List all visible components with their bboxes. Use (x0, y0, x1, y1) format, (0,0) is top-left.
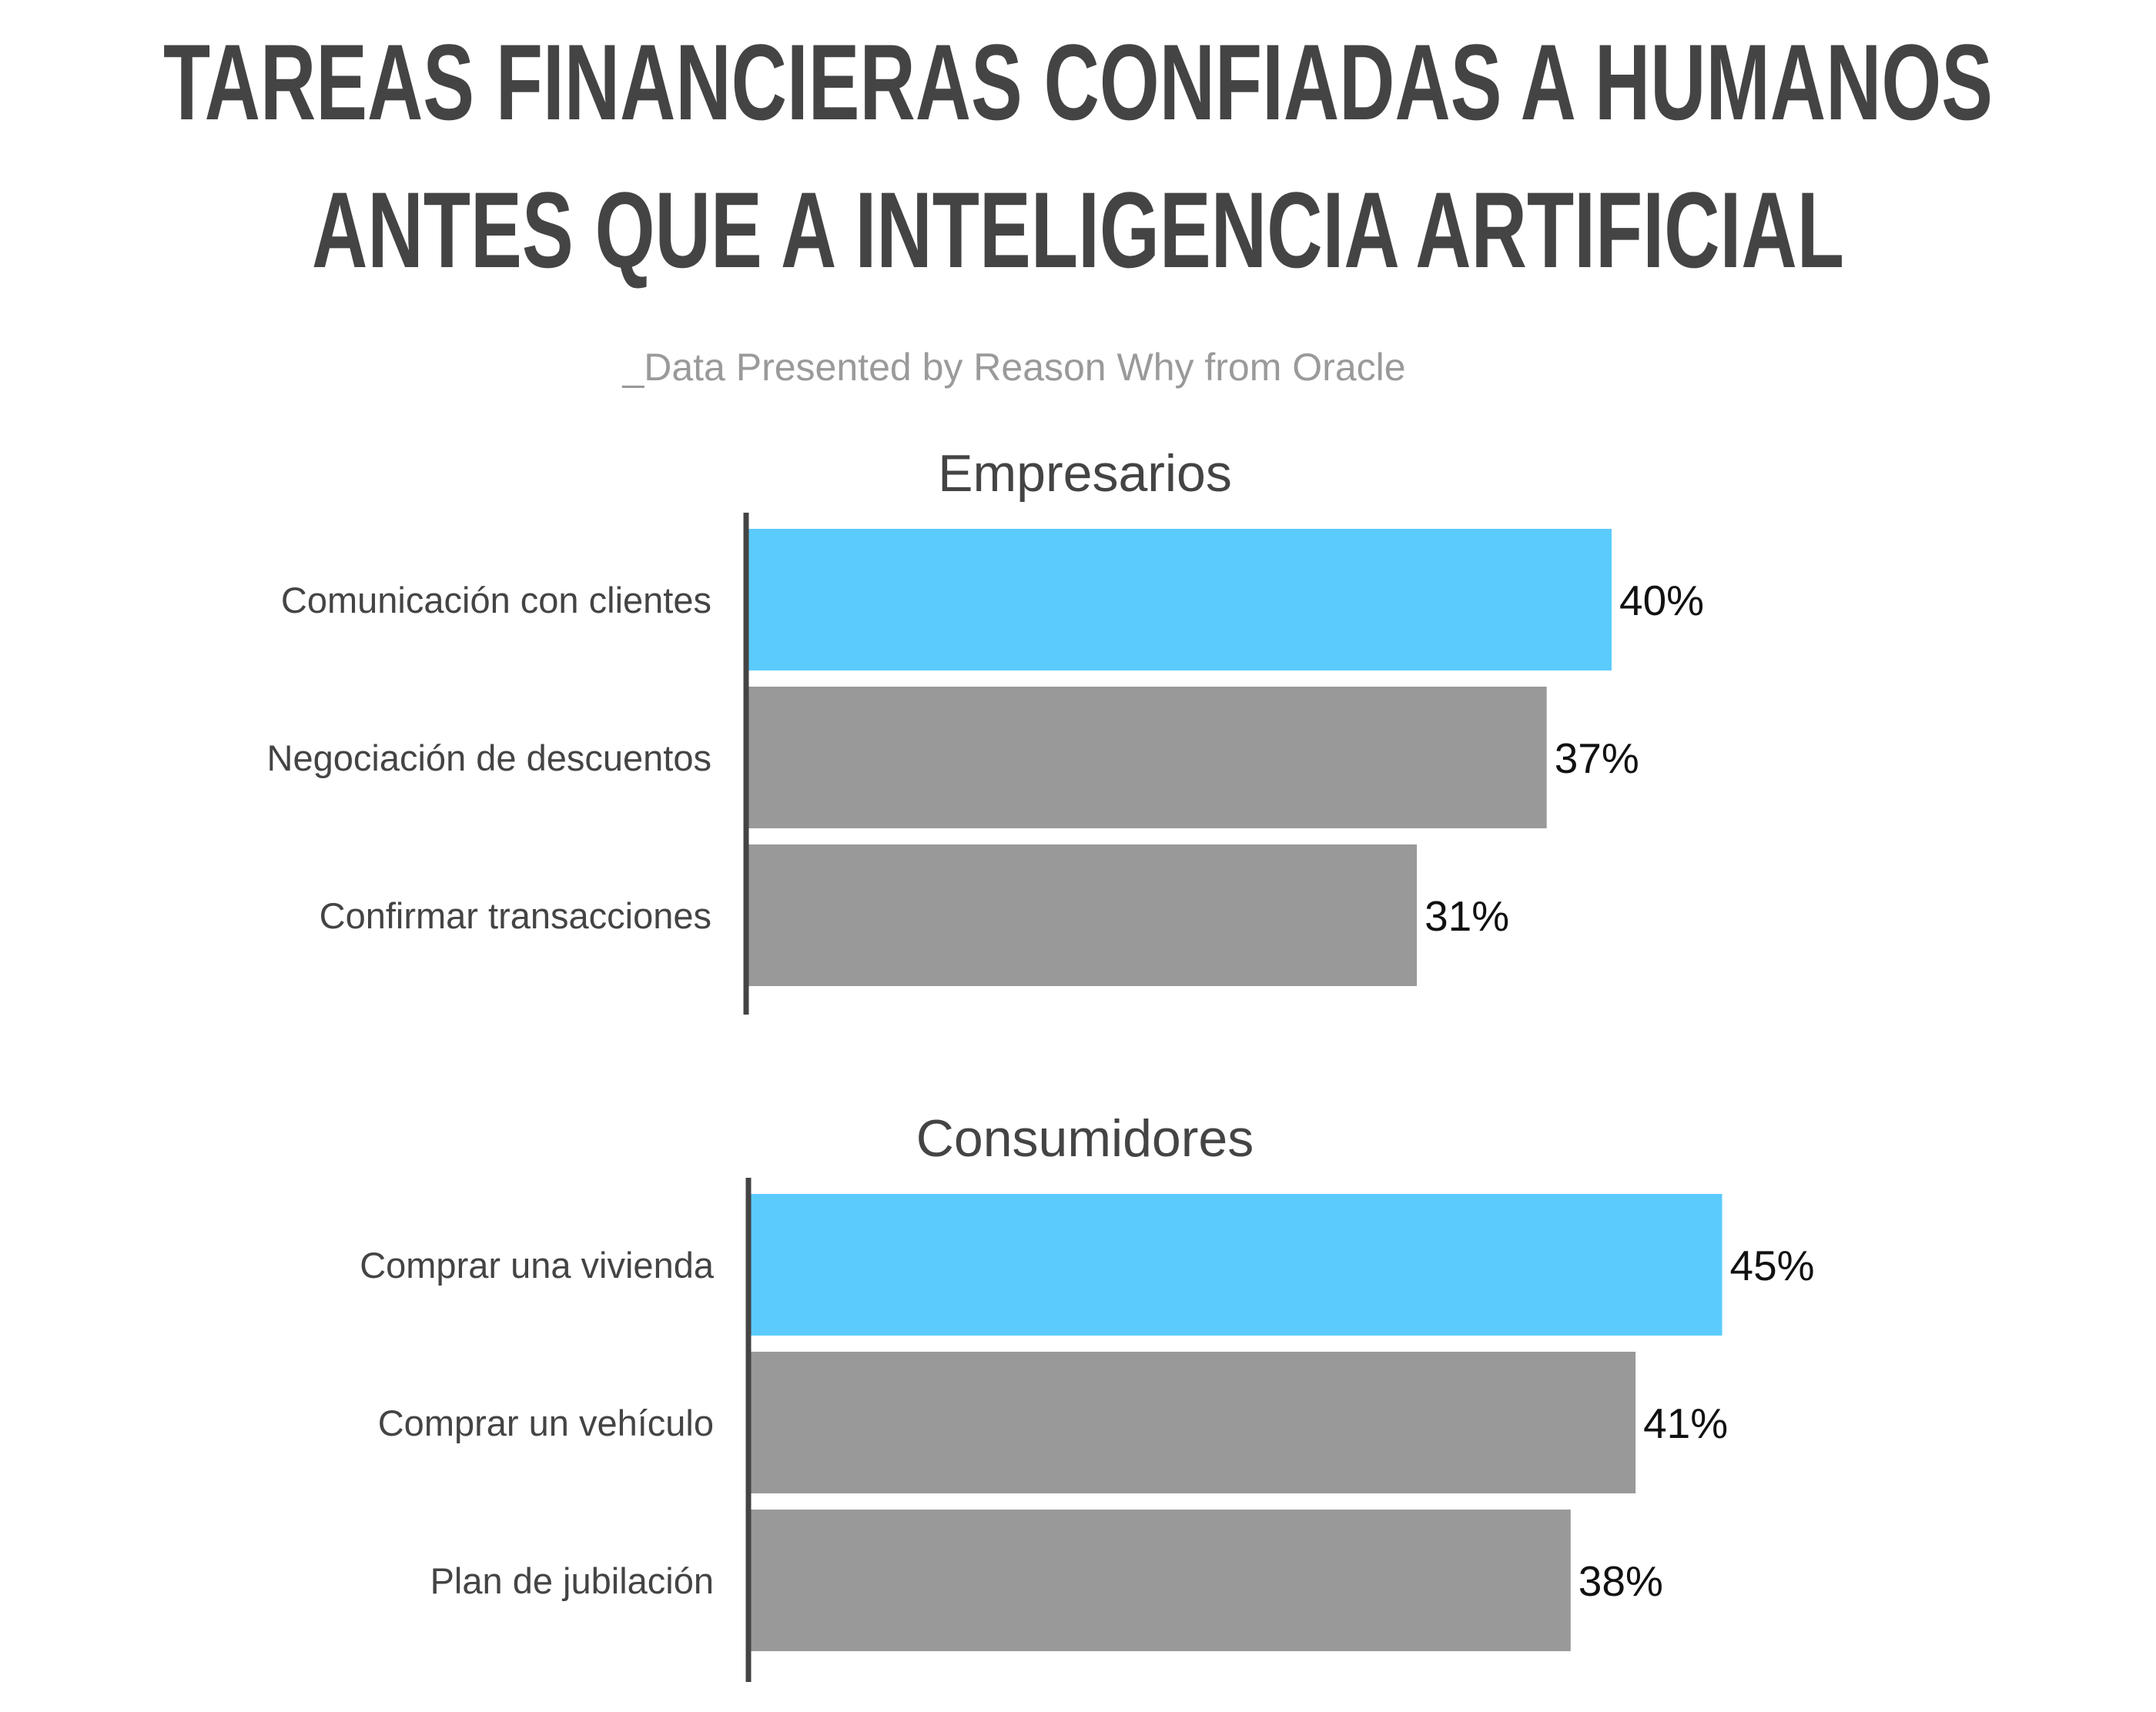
value-label: 31% (1424, 892, 1509, 940)
bar (746, 844, 1418, 986)
subtitle: _Data Presented by Reason Why from Oracl… (621, 346, 1405, 389)
category-label: Confirmar transacciones (320, 895, 711, 936)
category-label: Comunicación con clientes (281, 580, 711, 620)
bar (748, 1510, 1571, 1651)
value-label: 37% (1555, 734, 1639, 782)
chart-title: Consumidores (916, 1109, 1254, 1168)
chart-title: Empresarios (938, 444, 1232, 503)
bar (748, 1194, 1722, 1336)
title-line: ANTES QUE A INTELIGENCIA ARTIFICIAL (312, 169, 1844, 290)
category-label: Plan de jubilación (430, 1560, 714, 1601)
value-label: 45% (1730, 1242, 1815, 1289)
category-label: Comprar una vivienda (360, 1245, 715, 1286)
value-label: 40% (1619, 577, 1704, 624)
title-line: TAREAS FINANCIERAS CONFIADAS A HUMANOS (163, 22, 1993, 142)
category-label: Comprar un vehículo (378, 1403, 714, 1443)
bar (746, 687, 1547, 828)
value-label: 38% (1578, 1557, 1663, 1605)
category-label: Negociación de descuentos (267, 737, 711, 778)
value-label: 41% (1643, 1399, 1728, 1447)
bar (746, 529, 1612, 670)
bar (748, 1352, 1636, 1493)
